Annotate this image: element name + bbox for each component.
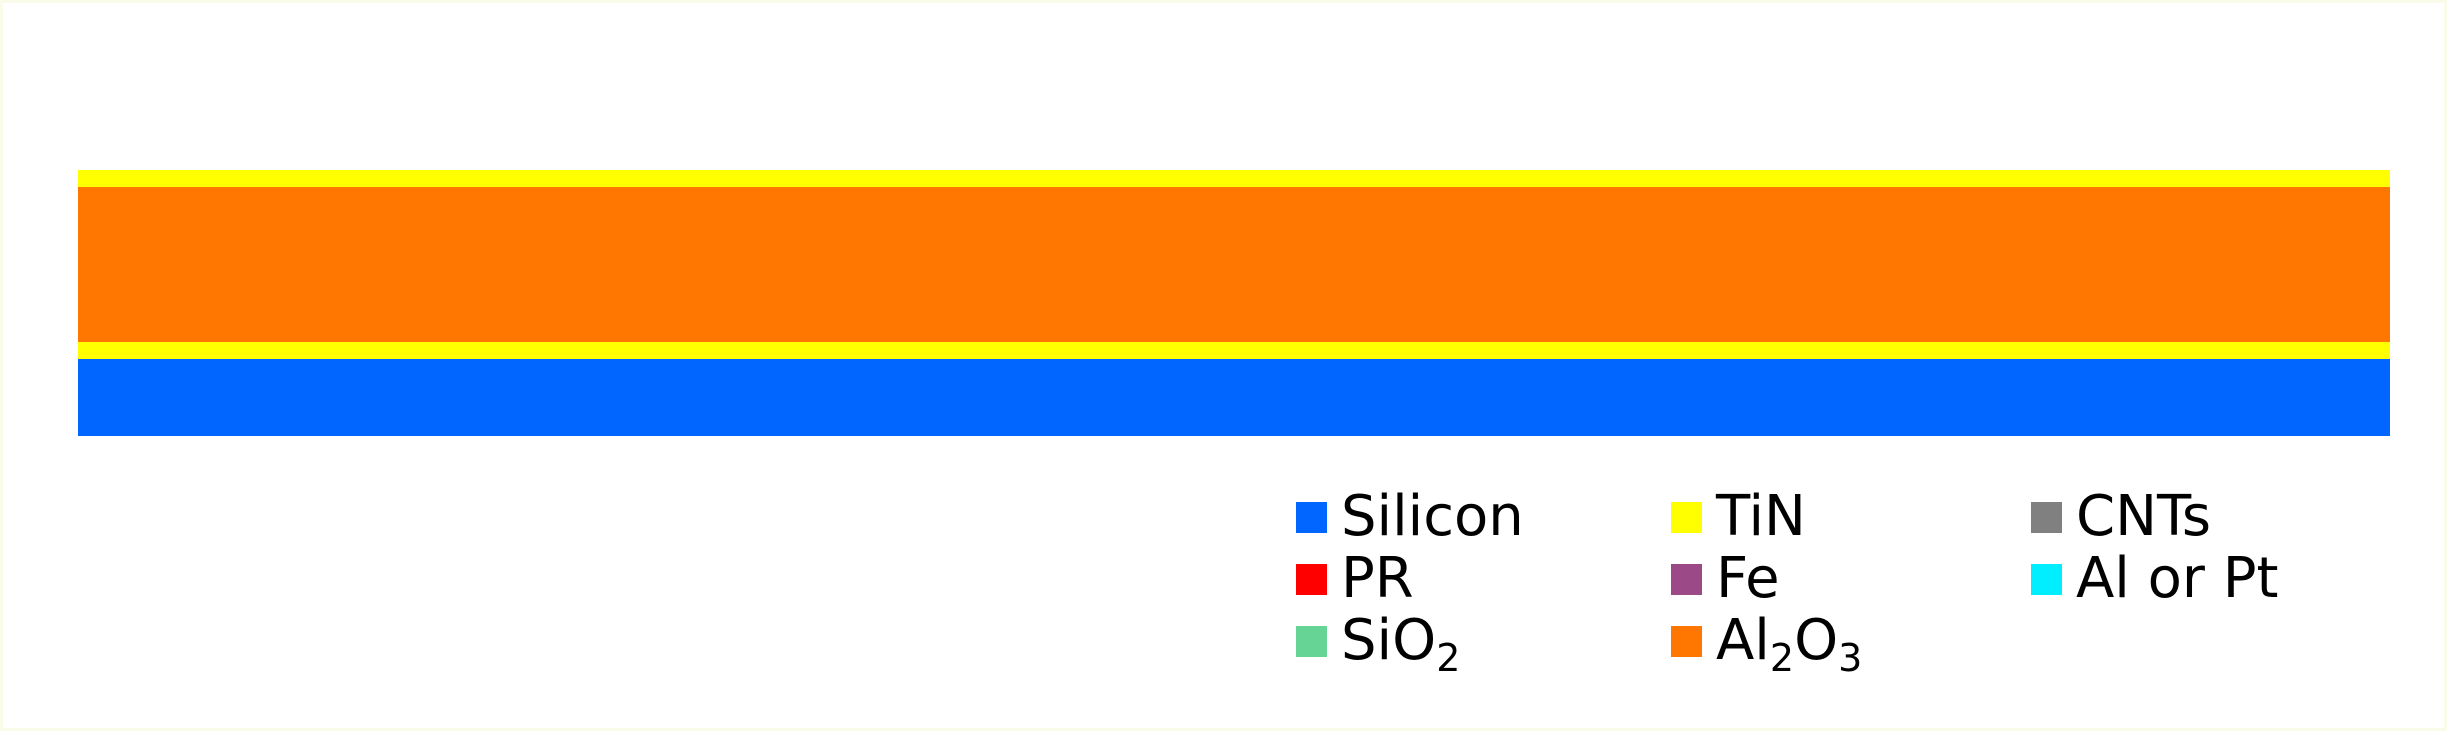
tin-layer-bottom [78,342,2390,359]
legend-item-sio2: SiO2 [1296,608,1461,680]
legend-label-al-or-pt: Al or Pt [2076,546,2279,611]
legend-item-fe: Fe [1671,548,1780,610]
legend-swatch-sio2 [1296,625,1327,657]
legend-item-al-or-pt: Al or Pt [2031,548,2278,610]
legend-swatch-tin [1671,501,1702,533]
legend-item-silicon: Silicon [1296,486,1524,548]
legend-swatch-pr [1296,563,1327,595]
legend-label-cnts: CNTs [2076,484,2212,549]
al2o3-layer [78,187,2390,342]
legend-label-al2o3: Al2O3 [1716,608,1863,680]
legend: Silicon TiN CNTs PR Fe Al or Pt SiO2 [1296,486,2346,686]
legend-label-tin: TiN [1716,484,1806,549]
legend-swatch-fe [1671,563,1702,595]
legend-swatch-al2o3 [1671,625,1702,657]
legend-label-pr: PR [1341,546,1414,611]
legend-item-cnts: CNTs [2031,486,2211,548]
silicon-substrate-layer [78,359,2390,436]
legend-label-silicon: Silicon [1341,484,1524,549]
legend-swatch-al-or-pt [2031,563,2062,595]
legend-label-sio2: SiO2 [1341,608,1461,680]
legend-item-pr: PR [1296,548,1414,610]
legend-label-fe: Fe [1716,546,1780,611]
legend-item-al2o3: Al2O3 [1671,608,1863,680]
tin-layer-top [78,170,2390,187]
legend-item-tin: TiN [1671,486,1806,548]
legend-swatch-silicon [1296,501,1327,533]
legend-swatch-cnts [2031,501,2062,533]
